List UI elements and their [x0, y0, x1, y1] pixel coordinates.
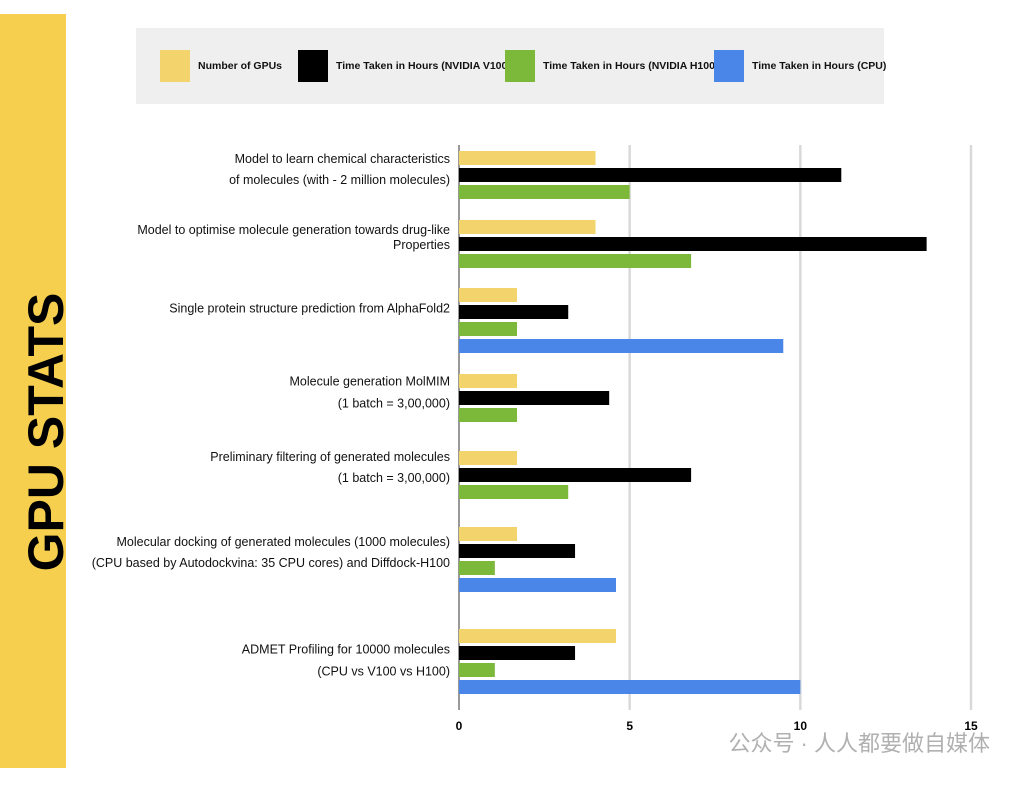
category-label: (CPU vs V100 vs H100) [317, 664, 450, 678]
category-label: Preliminary filtering of generated molec… [210, 450, 450, 464]
bar [459, 151, 596, 165]
legend-label: Time Taken in Hours (NVIDIA V100) [336, 60, 511, 72]
legend-label: Time Taken in Hours (NVIDIA H100) [543, 60, 718, 72]
category-label: ADMET Profiling for 10000 molecules [242, 642, 450, 656]
bar [459, 254, 692, 268]
category-label: of molecules (with - 2 million molecules… [229, 173, 450, 187]
category-label: Molecular docking of generated molecules… [116, 535, 450, 549]
legend-swatch [160, 50, 190, 82]
bar [459, 561, 495, 575]
legend-swatch [714, 50, 744, 82]
bar [459, 527, 518, 541]
x-tick-label: 0 [456, 719, 463, 733]
side-band [0, 14, 66, 768]
bar [459, 485, 569, 499]
category-label: Model to learn chemical characteristics [235, 152, 450, 166]
category-label: (1 batch = 3,00,000) [338, 471, 450, 485]
bar [459, 305, 569, 319]
bar [459, 544, 576, 558]
bar [459, 468, 692, 482]
chart-title: GPU STATS [18, 293, 74, 572]
bar [459, 391, 610, 405]
bar [459, 237, 927, 251]
watermark: 公众号 · 人人都要做自媒体 [728, 731, 990, 756]
bar [459, 680, 801, 694]
bar [459, 451, 518, 465]
x-tick-label: 5 [626, 719, 633, 733]
legend-label: Time Taken in Hours (CPU) [752, 60, 886, 72]
bar [459, 408, 518, 422]
bar [459, 374, 518, 388]
category-label: Single protein structure prediction from… [169, 301, 450, 315]
category-label: (CPU based by Autodockvina: 35 CPU cores… [92, 556, 450, 570]
category-label: (1 batch = 3,00,000) [338, 396, 450, 410]
bar [459, 288, 518, 302]
legend-swatch [298, 50, 328, 82]
category-label: Molecule generation MolMIM [290, 374, 451, 388]
x-tick-label: 15 [964, 719, 978, 733]
legend-swatch [505, 50, 535, 82]
category-label: Model to optimise molecule generation to… [137, 223, 450, 237]
bar [459, 322, 518, 336]
legend-label: Number of GPUs [198, 60, 282, 72]
x-tick-label: 10 [794, 719, 808, 733]
bar [459, 185, 630, 199]
bar [459, 629, 617, 643]
bar [459, 578, 617, 592]
category-label: Properties [393, 238, 450, 252]
bar [459, 168, 842, 182]
bar [459, 663, 495, 677]
bar [459, 646, 576, 660]
bar [459, 220, 596, 234]
bar [459, 339, 784, 353]
